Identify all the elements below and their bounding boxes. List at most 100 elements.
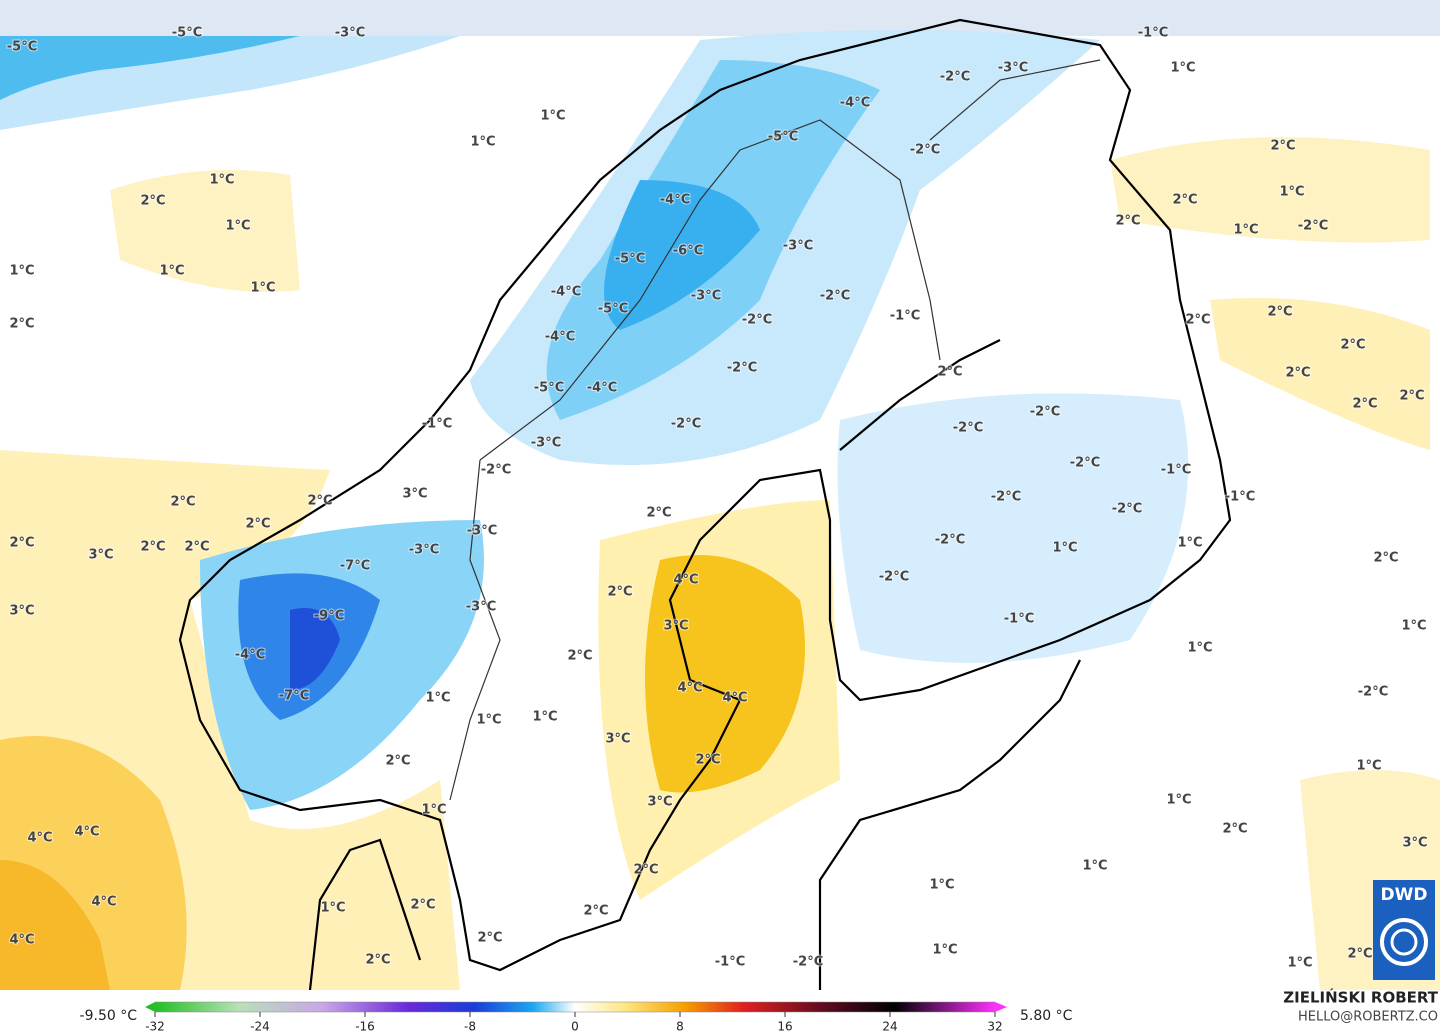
temperature-label: -2°C (1030, 405, 1060, 420)
temperature-label: -1°C (890, 309, 920, 324)
temperature-label: 2°C (1270, 139, 1295, 154)
map-background (0, 0, 1440, 990)
temperature-label: -2°C (742, 313, 772, 328)
temperature-label: 2°C (1115, 214, 1140, 229)
temperature-label: -4°C (545, 330, 575, 345)
temperature-label: 4°C (9, 933, 34, 948)
temperature-label: 4°C (673, 573, 698, 588)
temperature-label: -2°C (727, 361, 757, 376)
temperature-label: -3°C (466, 600, 496, 615)
coastline (178, 18, 1232, 991)
temperature-label: -2°C (1298, 219, 1328, 234)
colorbar-tick-label: -8 (464, 1020, 476, 1034)
temperature-label: 2°C (385, 754, 410, 769)
temperature-label: 2°C (140, 194, 165, 209)
temperature-label: 1°C (476, 713, 501, 728)
temperature-label: 2°C (1267, 305, 1292, 320)
temperature-label: 1°C (250, 281, 275, 296)
temperature-label: 3°C (9, 604, 34, 619)
temperature-label: -3°C (335, 26, 365, 41)
temperature-label: 2°C (410, 898, 435, 913)
temperature-label: -1°C (715, 955, 745, 970)
borders (449, 59, 1101, 801)
temperature-label: 1°C (1177, 536, 1202, 551)
email: HELLO@ROBERTZ.CO (1298, 1010, 1438, 1025)
temperature-label: 2°C (1285, 366, 1310, 381)
temperature-label: -5°C (7, 40, 37, 55)
temperature-label: -2°C (1070, 456, 1100, 471)
temperature-label: 1°C (9, 264, 34, 279)
temperature-label: 2°C (646, 506, 671, 521)
temperature-label: -3°C (531, 436, 561, 451)
temperature-label: -2°C (935, 533, 965, 548)
temperature-label: -5°C (768, 130, 798, 145)
temperature-label: -1°C (1138, 26, 1168, 41)
temperature-label: 2°C (1340, 338, 1365, 353)
temperature-label: 2°C (365, 953, 390, 968)
temperature-label: 1°C (929, 878, 954, 893)
temperature-label: -2°C (953, 421, 983, 436)
colorbar-max: 5.80 °C (1020, 1008, 1073, 1024)
temperature-label: 3°C (647, 795, 672, 810)
colorbar-tick-label: -32 (145, 1020, 165, 1034)
colorbar-tick-label: 8 (676, 1020, 684, 1034)
temperature-label: -2°C (1112, 502, 1142, 517)
temperature-labels: -5°C -5°C -3°C -1°C 1°C -2°C -3°C -4°C -5°C -2°C 1… (6, 25, 1429, 972)
colorbar-tick-label: 16 (777, 1020, 792, 1034)
temperature-label: -2°C (910, 143, 940, 158)
temperature-label: 1°C (1401, 619, 1426, 634)
temperature-label: 2°C (9, 536, 34, 551)
temperature-label: 1°C (1052, 541, 1077, 556)
temperature-label: 2°C (937, 365, 962, 380)
temperature-label: -3°C (783, 239, 813, 254)
temperature-label: -1°C (1225, 490, 1255, 505)
temperature-label: 4°C (722, 691, 747, 706)
temperature-label: 1°C (1287, 956, 1312, 971)
temperature-label: 2°C (9, 317, 34, 332)
temperature-label: -9°C (314, 609, 344, 624)
temperature-label: 4°C (27, 831, 52, 846)
temperature-label: 1°C (209, 173, 234, 188)
temperature-label: 2°C (583, 904, 608, 919)
temperature-label: 4°C (91, 895, 116, 910)
temperature-label: 2°C (307, 494, 332, 509)
colorbar-tick-label: -24 (250, 1020, 270, 1034)
colorbar: -32 -24 -16 -8 0 8 16 24 32 (145, 1001, 1007, 1034)
temperature-label: -3°C (467, 524, 497, 539)
temperature-label: -4°C (587, 381, 617, 396)
temperature-label: -1°C (1161, 463, 1191, 478)
colorbar-min: -9.50 °C (80, 1008, 138, 1024)
temperature-label: -2°C (820, 289, 850, 304)
temperature-label: 1°C (540, 109, 565, 124)
temperature-label: 1°C (425, 691, 450, 706)
temperature-label: -4°C (235, 648, 265, 663)
temperature-label: 2°C (567, 649, 592, 664)
temperature-label: 1°C (1166, 793, 1191, 808)
temperature-label: -1°C (422, 417, 452, 432)
temperature-label: 2°C (1172, 193, 1197, 208)
temperature-label: 3°C (402, 487, 427, 502)
temperature-label: 1°C (1082, 859, 1107, 874)
temperature-label: 2°C (1347, 947, 1372, 962)
temperature-label: 2°C (1222, 822, 1247, 837)
temperature-label: 1°C (1170, 61, 1195, 76)
temperature-label: -5°C (598, 302, 628, 317)
temperature-label: 1°C (1356, 759, 1381, 774)
temperature-label: 1°C (1187, 641, 1212, 656)
temperature-label: 1°C (470, 135, 495, 150)
colorbar-tick-label: -16 (355, 1020, 375, 1034)
colorbar-tick-label: 0 (571, 1020, 579, 1034)
temperature-label: -5°C (172, 26, 202, 41)
temperature-label: 3°C (663, 619, 688, 634)
temperature-label: -4°C (840, 96, 870, 111)
logo-text: DWD (1381, 885, 1428, 905)
temperature-label: -7°C (279, 689, 309, 704)
temperature-label: 3°C (88, 548, 113, 563)
temperature-label: 2°C (1185, 313, 1210, 328)
temperature-label: -6°C (673, 244, 703, 259)
logo: DWD (1373, 880, 1435, 980)
temperature-label: 2°C (140, 540, 165, 555)
colorbar-tick-label: 24 (882, 1020, 897, 1034)
temperature-label: 4°C (74, 825, 99, 840)
